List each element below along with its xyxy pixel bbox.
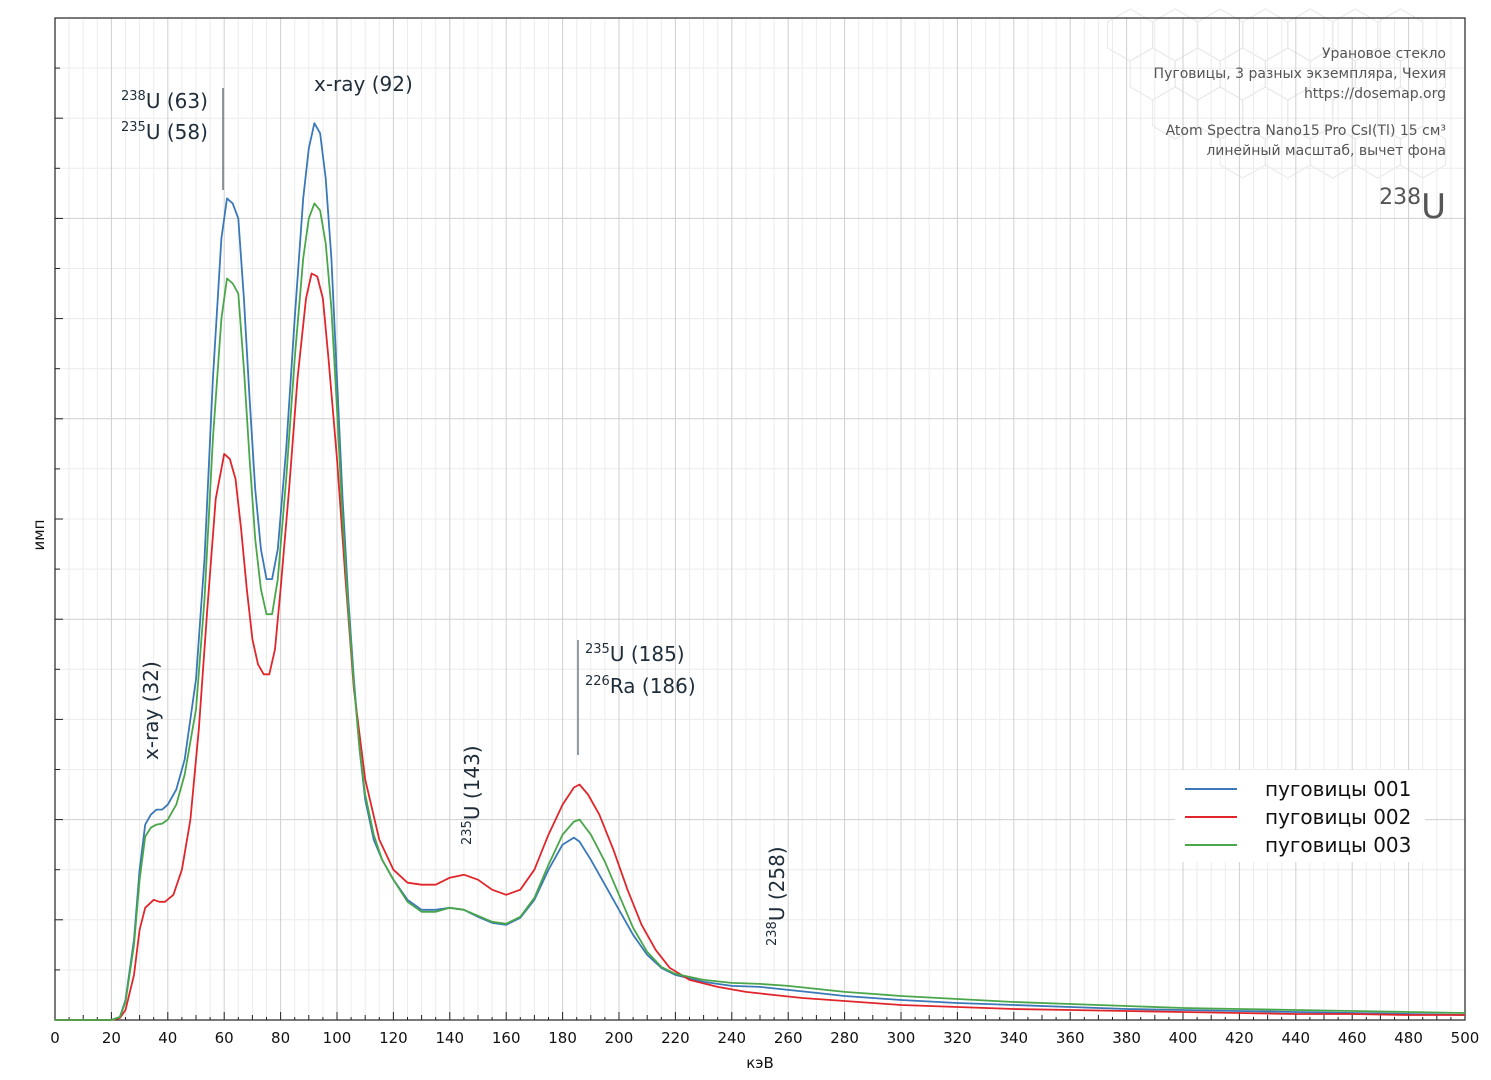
legend: пуговицы 001 пуговицы 002 пуговицы 003 — [1175, 770, 1425, 862]
annotation-u238-63: 238U (63) — [121, 89, 208, 113]
x-tick-label-360: 360 — [1056, 1029, 1085, 1047]
hexagon-0 — [1107, 8, 1154, 62]
isotope-label: 238U — [1379, 185, 1446, 227]
info-line-2: Пуговицы, 3 разных экземпляра, Чехия — [1154, 66, 1446, 82]
x-tick-label-180: 180 — [548, 1029, 577, 1047]
hexagon-1 — [1152, 8, 1199, 62]
legend-label-003: пуговицы 003 — [1265, 833, 1411, 857]
hexagon-2 — [1197, 8, 1244, 62]
x-tick-label-280: 280 — [830, 1029, 859, 1047]
x-tick-label-260: 260 — [774, 1029, 803, 1047]
minor-grid — [55, 18, 1465, 1020]
x-tick-label-220: 220 — [661, 1029, 690, 1047]
annotation-xray-92: x-ray (92) — [314, 72, 413, 96]
x-tick-label-400: 400 — [1169, 1029, 1198, 1047]
series-layer — [55, 122, 1466, 1021]
info-line-4: Atom Spectra Nano15 Pro CsI(Tl) 15 см³ — [1166, 123, 1446, 139]
annotation-ra226-186: 226Ra (186) — [585, 674, 696, 698]
y-axis-title: имп — [30, 520, 48, 551]
x-tick-label-80: 80 — [271, 1029, 290, 1047]
x-tick-label-460: 460 — [1338, 1029, 1367, 1047]
x-tick-label-100: 100 — [323, 1029, 352, 1047]
annotation-xray-32: x-ray (32) — [139, 661, 163, 760]
x-tick-label-420: 420 — [1225, 1029, 1254, 1047]
legend-label-001: пуговицы 001 — [1265, 777, 1411, 801]
x-tick-label-440: 440 — [1281, 1029, 1310, 1047]
info-line-1: Урановое стекло — [1322, 46, 1446, 62]
x-tick-label-20: 20 — [102, 1029, 121, 1047]
x-tick-label-320: 320 — [943, 1029, 972, 1047]
x-tick-label-300: 300 — [887, 1029, 916, 1047]
hexagon-3 — [1242, 8, 1289, 62]
info-line-5: линейный масштаб, вычет фона — [1206, 143, 1446, 159]
annotation-u235-143: 235U (143) — [460, 745, 484, 845]
x-tick-label-140: 140 — [435, 1029, 464, 1047]
info-line-3: https://dosemap.org — [1304, 86, 1446, 102]
legend-label-002: пуговицы 002 — [1265, 805, 1411, 829]
x-axis-ticks: 0 20 40 60 80 100 120 140 160 180 200 220 240 260 280 3… — [50, 1012, 1479, 1047]
x-tick-label-240: 240 — [717, 1029, 746, 1047]
series-line-2 — [55, 272, 1465, 1021]
x-tick-label-340: 340 — [999, 1029, 1028, 1047]
series-line-3 — [55, 202, 1466, 1021]
x-tick-label-60: 60 — [215, 1029, 234, 1047]
annotation-u238-258: 238U (258) — [765, 846, 789, 946]
plot-frame — [54, 17, 1466, 1021]
x-axis-title: кэВ — [746, 1054, 774, 1072]
x-tick-label-0: 0 — [50, 1029, 60, 1047]
annotation-u235-185: 235U (185) — [585, 642, 685, 666]
x-tick-label-500: 500 — [1451, 1029, 1480, 1047]
annotation-u235-58: 235U (58) — [121, 120, 208, 144]
x-tick-label-160: 160 — [492, 1029, 521, 1047]
x-tick-label-40: 40 — [158, 1029, 177, 1047]
series-line-1 — [55, 122, 1466, 1021]
x-tick-label-200: 200 — [605, 1029, 634, 1047]
x-tick-label-480: 480 — [1394, 1029, 1423, 1047]
x-tick-label-120: 120 — [379, 1029, 408, 1047]
x-tick-label-380: 380 — [1112, 1029, 1141, 1047]
